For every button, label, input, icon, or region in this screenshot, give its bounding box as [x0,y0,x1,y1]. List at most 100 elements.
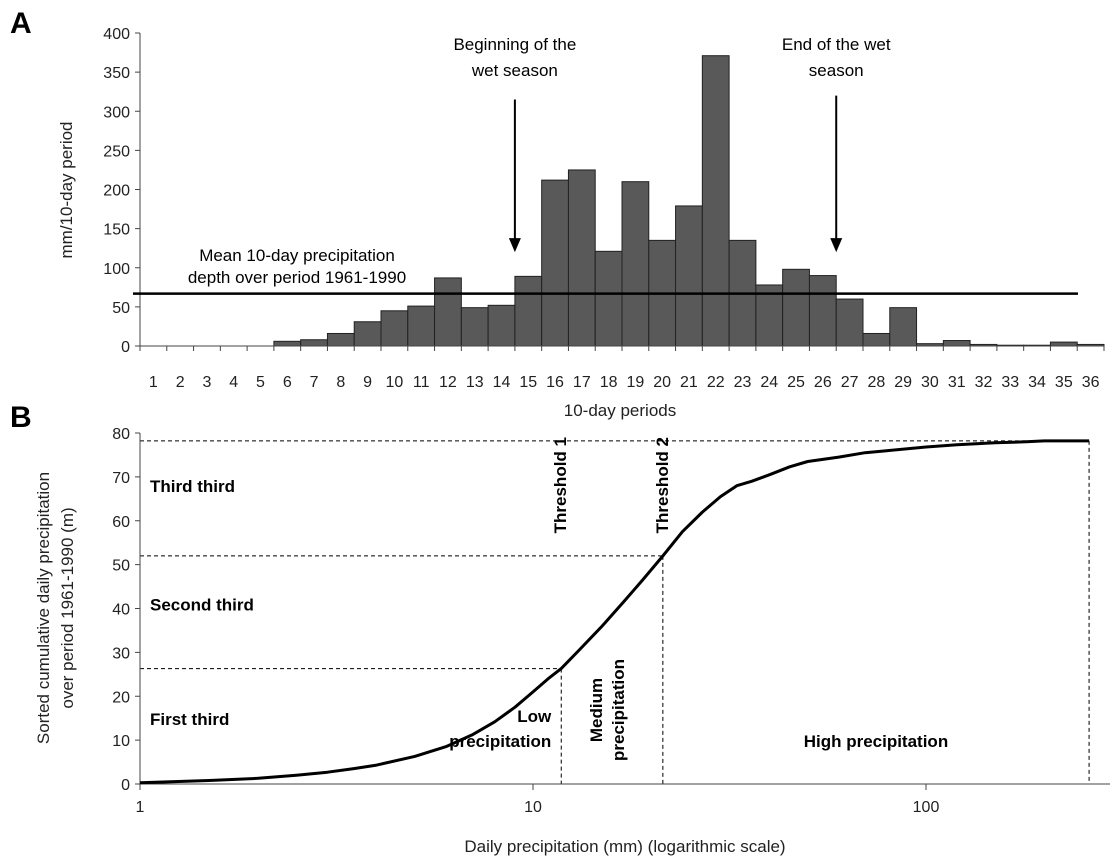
x-tick-label: 23 [734,374,752,391]
panel-b-region-labels: Third third Second third First third Thresh… [150,437,948,761]
bar-18 [594,250,623,347]
high-precipitation-label: High precipitation [804,732,949,751]
y-tick-label: 400 [103,26,130,43]
y-tick-label: 60 [112,514,130,531]
third-third-label: Third third [150,477,235,496]
x-tick-label: 20 [653,374,671,391]
panel-a-mean-line: Mean 10-day precipitation depth over peri… [133,246,1078,295]
bar-7 [300,339,328,347]
x-tick-label: 15 [519,374,537,391]
bar-28 [862,332,891,347]
x-tick-label: 34 [1028,374,1046,391]
threshold-1-label: Threshold 1 [551,437,570,533]
x-tick-label: 7 [310,374,319,391]
bar-12 [434,277,462,347]
bar-26 [808,275,837,347]
y-tick-label: 20 [112,689,130,706]
y-tick-label: 80 [112,426,130,443]
bar-14 [487,304,516,347]
bar-31 [942,340,971,347]
panel-b-letter: B [10,401,32,434]
x-tick-label: 30 [921,374,939,391]
panel-a-x-axis-label: 10-day periods [564,401,676,420]
season-annotation-text: season [809,61,864,80]
x-tick-label: 11 [413,374,430,391]
x-tick-label: 24 [760,374,778,391]
threshold-2-label: Threshold 2 [653,437,672,533]
panel-a-x-ticks: 1 2 3 4 5 6 7 8 9 10 11 12 13 14 15 16 17 18 19 20 21 22 23 24 2… [139,346,1105,391]
x-tick-label: 1 [136,799,145,816]
panel-a-y-axis-label: mm/10-day period [57,121,76,258]
x-tick-label: 26 [814,374,832,391]
x-tick-label: 19 [626,374,644,391]
bar-10 [380,310,409,347]
first-third-label: First third [150,710,229,729]
panel-a-y-ticks: 0 50 100 150 200 250 300 350 400 [103,26,140,356]
x-tick-label: 4 [229,374,238,391]
x-tick-label: 35 [1055,374,1073,391]
x-tick-label: 9 [363,374,372,391]
y-tick-label: 300 [103,104,130,121]
bar-27 [835,298,864,347]
x-tick-label: 1 [149,374,158,391]
panel-b-x-ticks: 1 10 100 [136,784,940,816]
panel-b-reference-lines [140,440,1090,784]
x-tick-label: 31 [948,374,966,391]
y-tick-label: 70 [112,470,130,487]
medium-precipitation-label: Medium [587,678,606,742]
y-tick-label: 150 [103,222,130,239]
bar-25 [782,268,810,347]
bar-22 [701,55,730,347]
panel-b-line-chart: B 0 10 20 30 40 50 60 70 80 1 10 100 Third third Se… [10,401,1110,856]
panel-b-y-axis-label: Sorted cumulative daily precipitation ove… [34,472,77,744]
panel-b-y-axis-label-line: over period 1961-1990 (m) [58,507,77,708]
x-tick-label: 2 [176,374,185,391]
panel-a-annotations: Beginning of the wet season End of the wet… [453,35,891,253]
x-tick-label: 6 [283,374,292,391]
panel-a-bars [273,55,1105,347]
y-tick-label: 50 [112,558,130,575]
mean-line-label: depth over period 1961-1990 [188,268,406,287]
panel-b-curve [139,439,1090,785]
bar-11 [407,305,436,347]
low-precipitation-label: Low [517,707,552,726]
x-tick-label: 12 [439,374,457,391]
bar-6 [273,340,302,347]
y-tick-label: 30 [112,645,130,662]
bar-29 [889,307,918,347]
x-tick-label: 16 [546,374,564,391]
x-tick-label: 27 [841,374,859,391]
medium-precipitation-label: precipitation [609,659,628,761]
x-tick-label: 14 [493,374,511,391]
x-tick-label: 18 [600,374,618,391]
x-tick-label: 36 [1082,374,1100,391]
y-tick-label: 250 [103,143,130,160]
x-tick-label: 100 [913,799,940,816]
bar-21 [675,205,703,347]
bar-35 [1049,341,1078,347]
second-third-label: Second third [150,596,254,615]
bar-15 [514,275,543,347]
x-tick-label: 10 [385,374,403,391]
panel-b-y-ticks: 0 10 20 30 40 50 60 70 80 [112,426,140,794]
arrow-head [508,238,521,253]
bar-17 [567,169,596,347]
season-annotation-text: wet season [471,61,558,80]
x-tick-label: 13 [466,374,484,391]
y-tick-label: 200 [103,183,130,200]
y-tick-label: 350 [103,65,130,82]
x-tick-label: 33 [1001,374,1019,391]
season-annotation-text: Beginning of the [453,35,576,54]
bar-16 [541,179,569,347]
y-tick-label: 50 [112,300,130,317]
x-tick-label: 29 [894,374,912,391]
x-tick-label: 28 [867,374,885,391]
bar-9 [353,321,382,347]
y-tick-label: 10 [112,733,130,750]
y-tick-label: 100 [103,261,130,278]
x-tick-label: 17 [573,374,591,391]
y-tick-label: 0 [121,339,130,356]
x-tick-label: 5 [256,374,265,391]
